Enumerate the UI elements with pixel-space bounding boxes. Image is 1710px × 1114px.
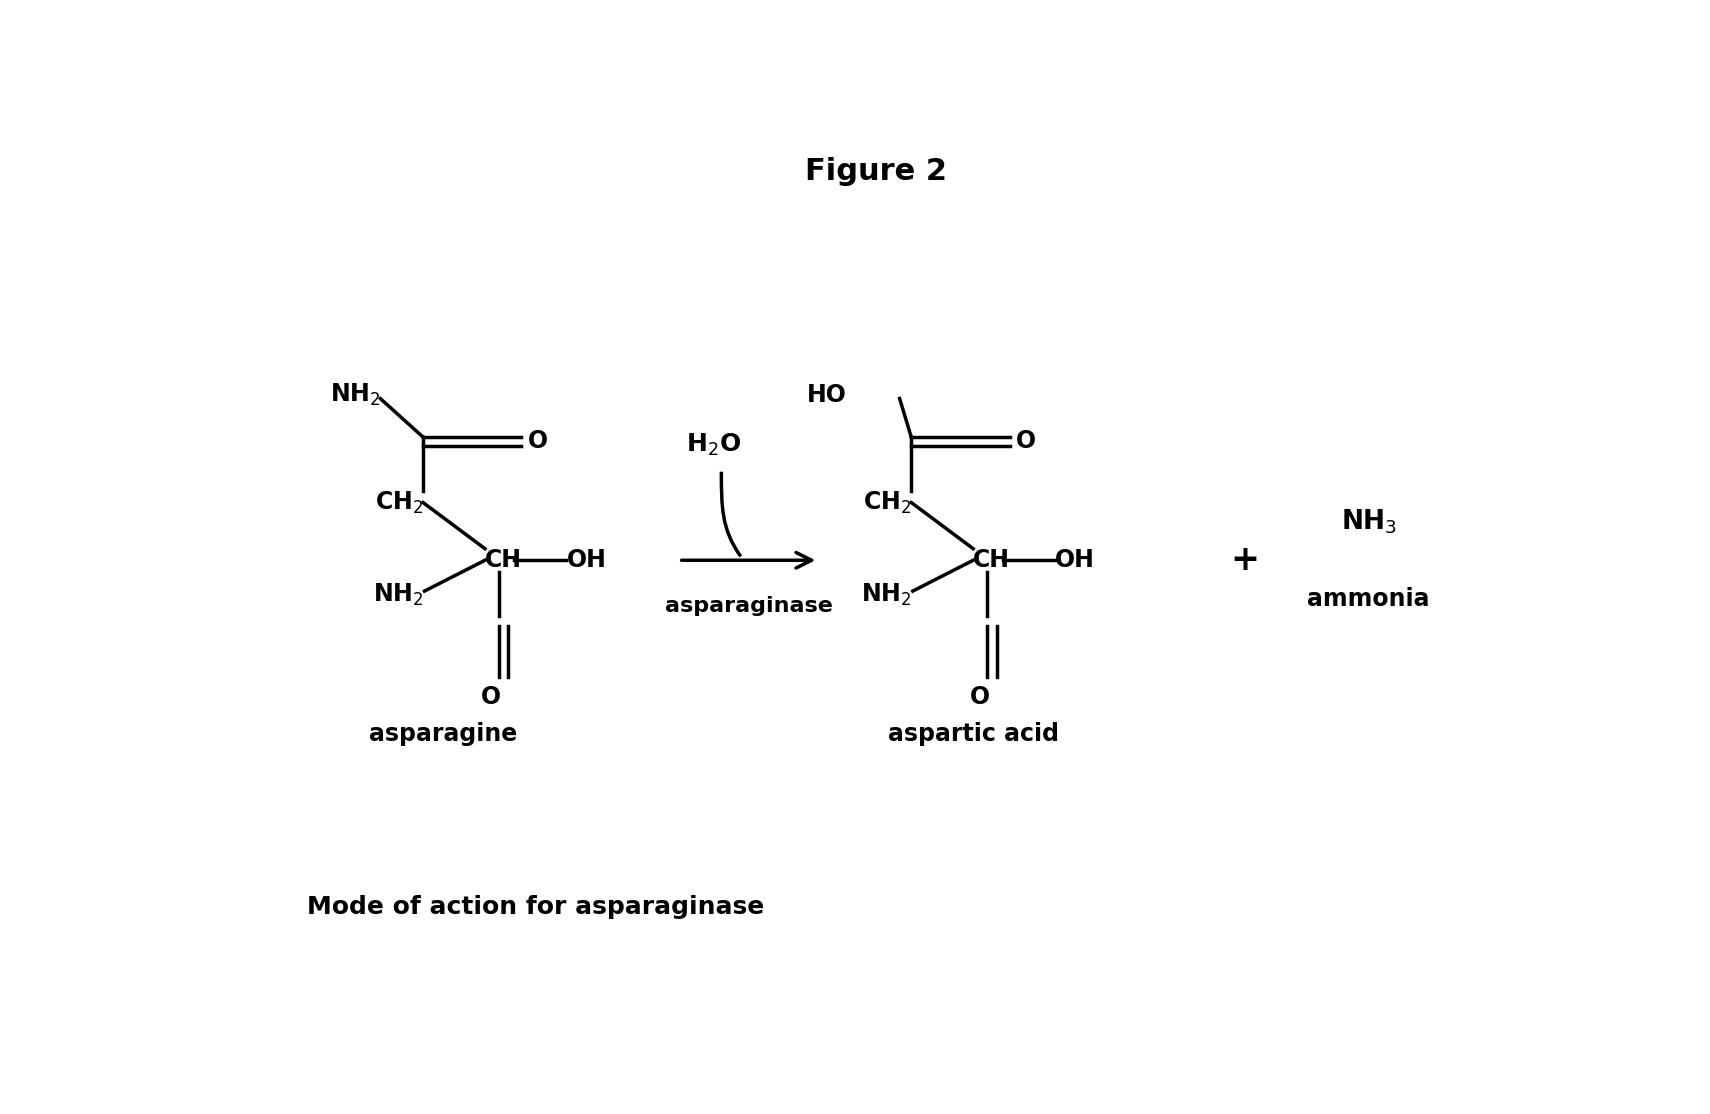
Text: Mode of action for asparaginase: Mode of action for asparaginase [306, 895, 764, 919]
Text: Figure 2: Figure 2 [805, 157, 947, 186]
Text: CH: CH [973, 548, 1011, 573]
Text: asparagine: asparagine [369, 722, 516, 745]
Text: aspartic acid: aspartic acid [887, 722, 1058, 745]
Text: NH$_2$: NH$_2$ [373, 582, 422, 608]
Text: H$_2$O: H$_2$O [686, 431, 740, 458]
Text: +: + [1229, 544, 1259, 577]
Text: CH$_2$: CH$_2$ [374, 489, 422, 516]
Text: OH: OH [566, 548, 607, 573]
Text: NH$_3$: NH$_3$ [1341, 508, 1397, 536]
Text: OH: OH [1055, 548, 1094, 573]
Text: asparaginase: asparaginase [665, 596, 833, 616]
Text: O: O [481, 685, 501, 709]
Text: O: O [528, 429, 547, 453]
Text: NH$_2$: NH$_2$ [330, 382, 380, 408]
Text: O: O [970, 685, 990, 709]
Text: O: O [1016, 429, 1036, 453]
Text: ammonia: ammonia [1306, 587, 1430, 610]
Text: CH$_2$: CH$_2$ [864, 489, 911, 516]
Text: NH$_2$: NH$_2$ [860, 582, 911, 608]
Text: CH: CH [486, 548, 522, 573]
Text: HO: HO [807, 383, 846, 407]
